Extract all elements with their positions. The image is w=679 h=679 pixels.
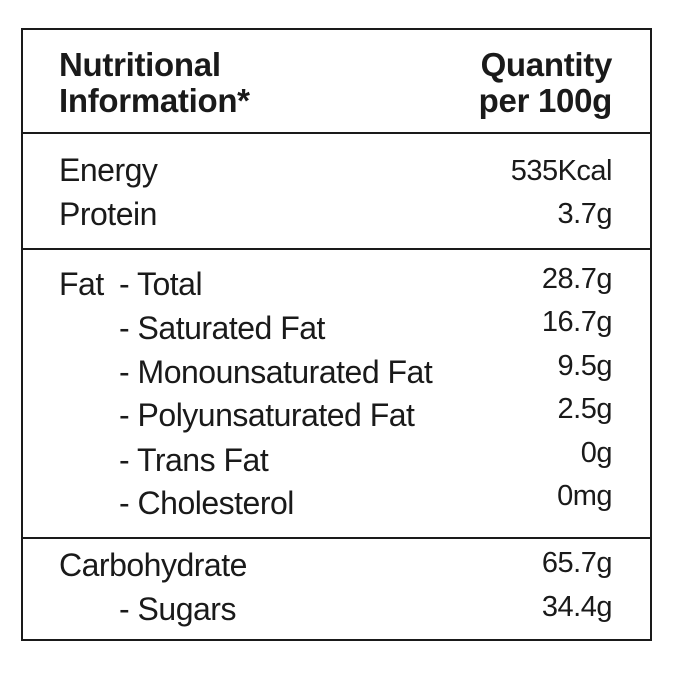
section-divider-2 (23, 537, 650, 539)
row-value-sugars: 34.4g (541, 591, 613, 623)
row-label-energy: Energy (59, 152, 158, 188)
header-per-100g-label: per 100g (478, 82, 613, 119)
row-value-energy: 535Kcal (510, 155, 613, 187)
row-label-monounsaturated-fat: - Monounsaturated Fat (119, 354, 433, 390)
header-divider (23, 132, 650, 134)
row-group-label-fat: Fat (59, 266, 104, 302)
header-information-label: Information* (59, 82, 250, 119)
row-value-saturated-fat: 16.7g (541, 306, 613, 338)
row-value-cholesterol: 0mg (557, 480, 612, 512)
row-value-monounsaturated-fat: 9.5g (557, 350, 613, 382)
row-value-trans-fat: 0g (580, 437, 613, 469)
section-divider-1 (23, 248, 650, 250)
row-label-saturated-fat: - Saturated Fat (119, 310, 325, 346)
row-value-total-fat: 28.7g (541, 263, 613, 295)
row-label-polyunsaturated-fat: - Polyunsaturated Fat (119, 397, 415, 433)
row-label-carbohydrate: Carbohydrate (59, 547, 247, 583)
row-label-trans-fat: - Trans Fat (119, 442, 269, 478)
row-label-sugars: - Sugars (119, 591, 236, 627)
nutrition-table: Nutritional Information* Quantity per 10… (21, 28, 652, 641)
row-label-total-fat: - Total (119, 266, 203, 302)
row-label-protein: Protein (59, 196, 157, 232)
row-value-protein: 3.7g (557, 198, 613, 230)
row-label-cholesterol: - Cholesterol (119, 485, 294, 521)
row-value-carbohydrate: 65.7g (541, 547, 613, 579)
row-value-polyunsaturated-fat: 2.5g (557, 393, 613, 425)
header-quantity-label: Quantity (480, 46, 613, 83)
header-nutritional-label: Nutritional (59, 46, 221, 83)
